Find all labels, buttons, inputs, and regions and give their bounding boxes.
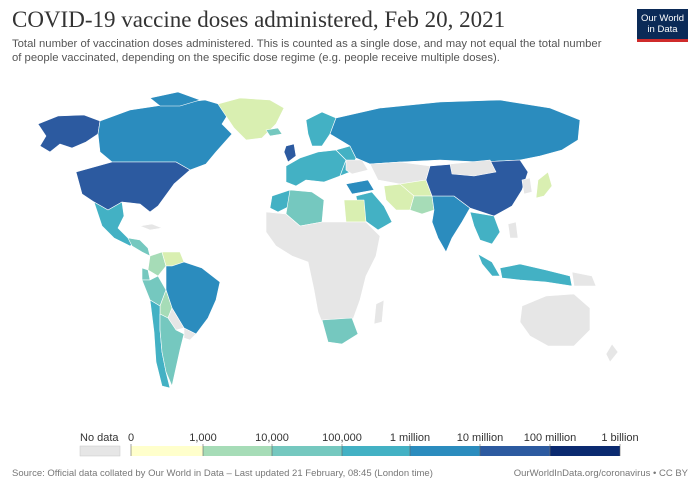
legend-tick-label-1: 1,000 [189,432,217,444]
region-south-africa[interactable] [321,317,359,345]
legend-swatch-1[interactable] [131,446,203,456]
chart-subtitle: Total number of vaccination doses admini… [12,38,602,64]
region-philippines[interactable] [507,221,519,239]
legend-tick-label-4: 1 million [390,432,430,444]
region-africa-other[interactable] [265,211,381,337]
region-pakistan[interactable] [409,195,435,215]
legend-swatch-7[interactable] [550,446,620,456]
legend-tick-label-3: 100,000 [322,432,362,444]
legend-swatch-6[interactable] [480,446,550,456]
region-alaska[interactable] [37,114,101,153]
region-colombia[interactable] [147,251,167,277]
chart-title: COVID-19 vaccine doses administered, Feb… [12,7,506,32]
region-scandinavia[interactable] [305,111,337,147]
legend-tick-label-7: 1 billion [601,432,638,444]
legend-swatch-4[interactable] [342,446,410,456]
region-mongolia[interactable] [449,159,497,177]
site-credit[interactable]: OurWorldInData.org/coronavirus • CC BY [513,468,688,479]
region-united-kingdom[interactable] [283,143,297,163]
region-russia[interactable] [329,99,581,165]
region-canadian-arctic[interactable] [149,91,201,107]
region-sumatra[interactable] [477,253,501,277]
legend-swatch-2[interactable] [203,446,272,456]
region-ukraine[interactable] [345,159,369,175]
region-indonesia[interactable] [499,263,573,287]
legend-tick-label-5: 10 million [457,432,503,444]
region-japan[interactable] [535,171,553,199]
region-new-zealand[interactable] [605,343,619,363]
legend-tick-label-6: 100 million [524,432,577,444]
world-map[interactable] [0,0,700,440]
logo-line-1: Our World [640,13,685,24]
region-uruguay[interactable] [183,327,197,341]
region-turkey[interactable] [345,179,375,195]
legend-scale: 0 1,000 10,000 100,000 1 million 10 million 10… [128,432,639,456]
region-korea[interactable] [521,177,533,195]
legend-swatch-3[interactable] [272,446,342,456]
region-china[interactable] [425,159,529,217]
region-cuba[interactable] [139,223,163,231]
logo-line-2: in Data [647,24,678,35]
source-note: Source: Official data collated by Our Wo… [12,468,433,479]
legend-tick-label-0: 0 [128,432,134,444]
owid-logo[interactable]: Our World in Data [637,9,688,42]
legend-no-data-swatch [79,445,121,457]
region-argentina[interactable] [159,313,185,387]
region-papua-new-guinea[interactable] [571,271,597,287]
legend-no-data-label: No data [80,432,119,444]
region-australia[interactable] [519,293,591,347]
legend-swatch-5[interactable] [410,446,480,456]
region-southeast-asia[interactable] [469,211,501,245]
legend-tick-label-2: 10,000 [255,432,289,444]
region-iceland[interactable] [265,127,283,137]
region-madagascar[interactable] [373,299,385,325]
